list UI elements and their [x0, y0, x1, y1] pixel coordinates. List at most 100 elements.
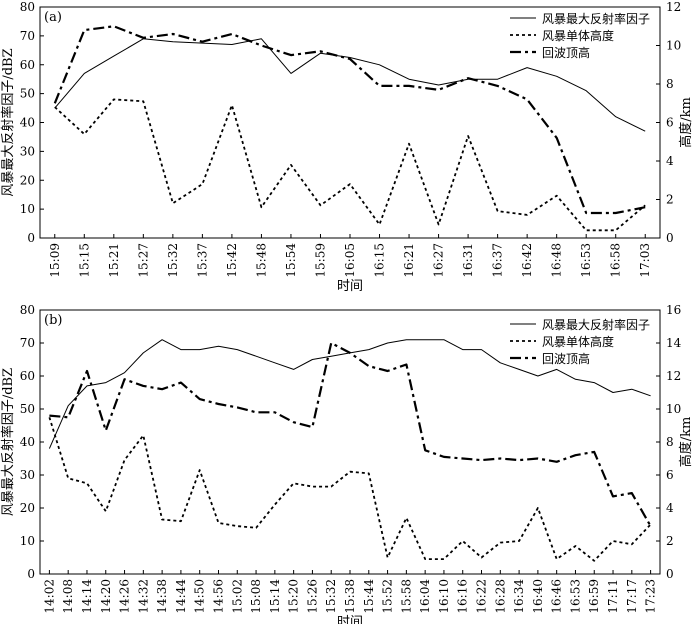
- x-tick-label: 15:48: [254, 243, 268, 278]
- y-tick-label: 80: [20, 303, 35, 317]
- x-tick-label: 14:50: [193, 579, 207, 614]
- y2-tick-label: 12: [666, 0, 681, 14]
- x-tick-label: 14:08: [61, 579, 75, 614]
- y2-tick-label: 10: [666, 39, 681, 53]
- y2-tick-label: 4: [666, 154, 674, 168]
- x-tick-label: 15:32: [166, 243, 180, 278]
- chart-panel-0: (a) 0 10 20 30 40 50 60 70 80 0 2 4 6 8 10 12 15:09 15:15 1…: [0, 0, 694, 294]
- y-tick-label: 80: [20, 0, 35, 14]
- y2-tick-label: 12: [666, 369, 681, 383]
- y2-tick-label: 0: [666, 231, 674, 245]
- x-tick-label: 16:31: [461, 243, 475, 278]
- x-tick-label: 15:42: [225, 243, 239, 278]
- x-tick-label: 17:23: [644, 579, 658, 614]
- y-tick-label: 30: [20, 468, 35, 482]
- x-tick-label: 16:48: [550, 243, 564, 278]
- y-axis-title: 风暴最大反射率因子/dBZ: [0, 48, 16, 196]
- y2-tick-label: 6: [666, 116, 674, 130]
- x-axis-title: 时间: [337, 615, 363, 624]
- x-tick-label: 16:27: [432, 243, 446, 278]
- x-tick-label: 15:38: [343, 579, 357, 614]
- x-tick-label: 16:28: [493, 579, 507, 614]
- y-tick-label: 30: [20, 144, 35, 158]
- x-tick-label: 15:08: [249, 579, 263, 614]
- y-tick-label: 40: [20, 435, 35, 449]
- x-tick-label: 15:21: [107, 243, 121, 278]
- panel-label: (b): [44, 313, 62, 328]
- y-tick-label: 60: [20, 369, 35, 383]
- y-tick-label: 10: [20, 202, 35, 216]
- y-tick-label: 20: [20, 173, 35, 187]
- y2-tick-label: 0: [666, 567, 674, 581]
- y-tick-label: 0: [27, 231, 35, 245]
- x-tick-label: 15:52: [381, 579, 395, 614]
- x-tick-label: 16:04: [418, 579, 432, 614]
- legend-label: 风暴单体高度: [542, 28, 614, 43]
- x-tick-label: 14:56: [211, 579, 225, 614]
- x-tick-label: 16:40: [531, 579, 545, 614]
- x-tick-label: 14:02: [42, 579, 56, 614]
- x-tick-label: 16:16: [456, 579, 470, 614]
- y-tick-label: 60: [20, 58, 35, 72]
- x-tick-label: 16:05: [343, 243, 357, 278]
- y-tick-label: 40: [20, 116, 35, 130]
- legend-label: 风暴最大反射率因子: [542, 11, 650, 26]
- x-tick-label: 16:10: [437, 579, 451, 614]
- x-tick-label: 16:46: [550, 579, 564, 614]
- y-tick-label: 70: [20, 29, 35, 43]
- x-tick-label: 17:11: [606, 579, 620, 614]
- x-tick-label: 17:03: [638, 243, 652, 278]
- x-tick-label: 15:02: [230, 579, 244, 614]
- x-tick-label: 14:20: [99, 579, 113, 614]
- y2-tick-label: 10: [666, 402, 681, 416]
- x-tick-label: 16:21: [402, 243, 416, 278]
- y-axis-title: 风暴最大反射率因子/dBZ: [0, 368, 16, 516]
- series-line-1: [48, 417, 652, 562]
- y-tick-label: 20: [20, 501, 35, 515]
- x-tick-label: 15:59: [313, 243, 327, 278]
- panel-label: (a): [44, 10, 62, 25]
- y-tick-label: 70: [20, 336, 35, 350]
- x-tick-label: 15:26: [305, 579, 319, 614]
- series-line-1: [54, 98, 646, 232]
- y2-tick-label: 14: [666, 336, 682, 350]
- y2-tick-label: 16: [666, 303, 681, 317]
- x-axis-title: 时间: [337, 279, 363, 294]
- x-tick-label: 16:53: [579, 243, 593, 278]
- y2-tick-label: 8: [666, 435, 674, 449]
- x-tick-label: 15:09: [48, 243, 62, 278]
- x-tick-label: 15:20: [287, 579, 301, 614]
- y-tick-label: 10: [20, 534, 35, 548]
- x-tick-label: 14:32: [136, 579, 150, 614]
- x-tick-label: 14:44: [174, 579, 188, 614]
- legend-label: 回波顶高: [542, 45, 590, 60]
- x-tick-label: 16:34: [512, 579, 526, 614]
- y2-tick-label: 2: [666, 534, 674, 548]
- x-tick-label: 16:37: [491, 243, 505, 278]
- y2-tick-label: 8: [666, 77, 674, 91]
- y-tick-label: 0: [27, 567, 35, 581]
- series-line-2: [53, 25, 646, 215]
- legend-label: 风暴单体高度: [542, 334, 614, 349]
- x-tick-label: 14:38: [155, 579, 169, 614]
- x-tick-label: 15:15: [77, 243, 91, 278]
- y2-axis-title: 高度/km: [678, 97, 694, 148]
- legend-label: 回波顶高: [542, 351, 590, 366]
- x-tick-label: 15:44: [362, 579, 376, 614]
- plot-frame: [39, 309, 661, 575]
- x-tick-label: 16:59: [587, 579, 601, 614]
- x-tick-label: 16:58: [609, 243, 623, 278]
- y-tick-label: 50: [20, 87, 35, 101]
- x-tick-label: 16:22: [475, 579, 489, 614]
- x-tick-label: 16:15: [373, 243, 387, 278]
- x-tick-label: 16:53: [568, 579, 582, 614]
- x-tick-label: 15:54: [284, 243, 298, 278]
- x-tick-label: 15:58: [399, 579, 413, 614]
- chart-panel-1: (b) 0 10 20 30 40 50 60 70 80 0 2 4 6 8 10 12 14 16 14:02 14…: [0, 303, 694, 628]
- y2-tick-label: 2: [666, 193, 674, 207]
- y2-axis-title: 高度/km: [678, 417, 694, 468]
- y2-tick-label: 6: [666, 468, 674, 482]
- y-tick-label: 50: [20, 402, 35, 416]
